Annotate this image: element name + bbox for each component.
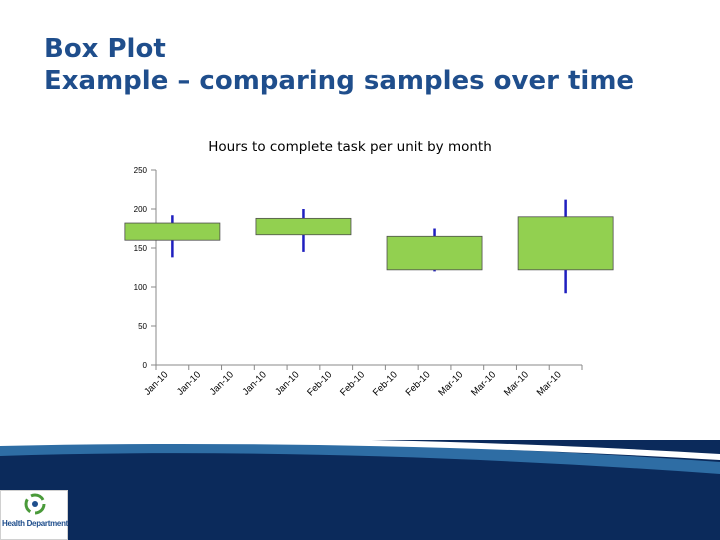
chart-title: Hours to complete task per unit by month <box>208 139 492 155</box>
slide-title-line2: Example – comparing samples over time <box>44 66 635 96</box>
y-tick-label: 50 <box>138 322 147 331</box>
x-tick-label: Mar-10 <box>535 369 564 398</box>
x-tick-label: Feb-10 <box>371 369 400 398</box>
y-tick-label: 250 <box>134 166 148 175</box>
x-tick-label: Jan-10 <box>240 369 268 397</box>
y-tick-label: 200 <box>134 205 148 214</box>
y-tick-label: 0 <box>143 361 148 370</box>
y-tick-label: 150 <box>134 244 148 253</box>
logo-name: Health Department <box>2 519 69 528</box>
boxes <box>124 199 614 294</box>
footer-swoosh-light <box>0 442 720 474</box>
box-iqr <box>517 216 614 271</box>
x-tick-label: Feb-10 <box>305 369 334 398</box>
x-tick-label: Jan-10 <box>273 369 301 397</box>
x-tick-label: Mar-10 <box>469 369 498 398</box>
recycle-logo-icon <box>24 493 46 515</box>
x-tick-label: Jan-10 <box>208 369 236 397</box>
x-tick-label: Jan-10 <box>175 369 203 397</box>
y-tick-label: 100 <box>134 283 148 292</box>
box-iqr <box>124 222 221 241</box>
y-axis: 0 50 100 150 200 250 <box>134 166 157 370</box>
footer-band <box>0 440 720 540</box>
box-iqr <box>255 217 352 236</box>
slide-title-line1: Box Plot <box>44 34 166 64</box>
footer-swoosh-white <box>0 440 720 460</box>
x-axis: Jan-10 Jan-10 Jan-10 Jan-10 Jan-10 Feb-10 Feb-… <box>142 364 583 398</box>
box-iqr <box>386 235 483 271</box>
x-tick-label: Mar-10 <box>436 369 465 398</box>
x-tick-label: Jan-10 <box>142 369 170 397</box>
logo: Health Department <box>0 490 68 540</box>
x-tick-label: Mar-10 <box>502 369 531 398</box>
x-tick-label: Feb-10 <box>404 369 433 398</box>
x-tick-label: Feb-10 <box>338 369 367 398</box>
